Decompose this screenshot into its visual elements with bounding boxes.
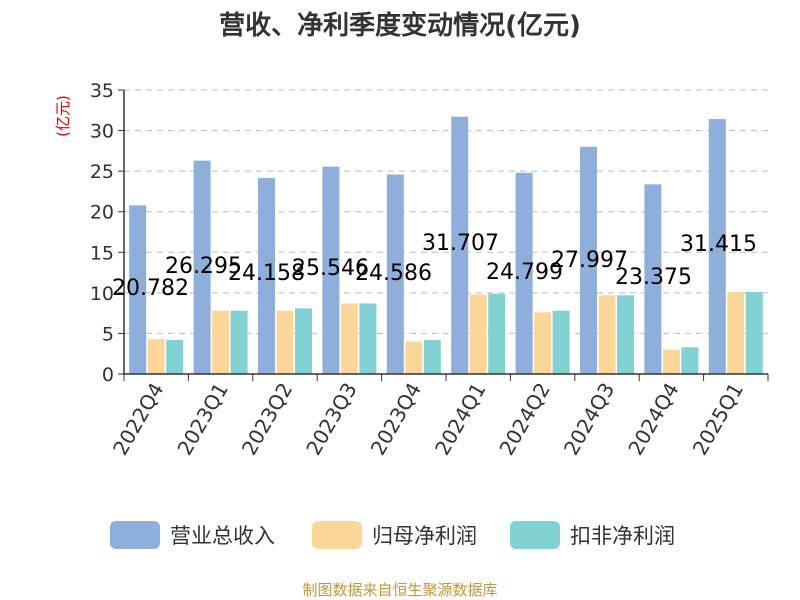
legend-swatch — [510, 521, 560, 549]
bar — [745, 292, 763, 374]
data-label: 24.799 — [486, 260, 563, 285]
bar — [644, 184, 662, 374]
legend-label: 扣非净利润 — [570, 524, 675, 548]
bar — [322, 166, 340, 374]
bar — [580, 146, 597, 374]
chart-title: 营收、净利季度变动情况(亿元) — [219, 10, 581, 41]
bar — [469, 294, 487, 374]
bar — [405, 341, 423, 374]
y-tick-label: 5 — [102, 323, 114, 345]
x-tick-label: 2025Q1 — [688, 379, 748, 460]
bar — [340, 303, 358, 374]
data-label: 31.707 — [422, 231, 499, 256]
bar — [451, 116, 469, 375]
bar — [295, 308, 312, 374]
bar — [617, 295, 634, 374]
x-tick-label: 2023Q1 — [172, 379, 232, 460]
bar — [534, 312, 552, 374]
bar — [258, 177, 275, 374]
x-tick-label: 2023Q2 — [237, 379, 297, 460]
bar — [212, 310, 230, 374]
legend: 营业总收入 归母净利润 扣非净利润 — [110, 521, 675, 549]
y-tick-label: 35 — [90, 80, 114, 102]
bar — [230, 310, 248, 374]
bar — [488, 293, 506, 374]
bar — [727, 292, 745, 374]
x-tick-label: 2024Q1 — [430, 379, 490, 460]
x-tick-label: 2023Q4 — [366, 379, 426, 460]
y-axis-unit-label: (亿元) — [54, 95, 72, 137]
bar — [359, 303, 377, 374]
data-label: 23.375 — [615, 265, 692, 290]
x-tick-label: 2024Q2 — [494, 379, 554, 460]
bar — [598, 295, 616, 374]
legend-swatch — [110, 521, 160, 549]
data-source-note: 制图数据来自恒生聚源数据库 — [302, 581, 497, 599]
gridlines — [124, 89, 768, 334]
legend-label: 归母净利润 — [372, 524, 477, 548]
y-tick-label: 20 — [90, 202, 114, 224]
data-label: 24.586 — [355, 261, 432, 286]
bar — [193, 160, 211, 374]
bar — [662, 349, 680, 374]
x-tick-label: 2023Q3 — [301, 379, 361, 460]
bar — [552, 310, 570, 374]
bar — [129, 205, 147, 374]
legend-label: 营业总收入 — [170, 524, 275, 548]
data-label: 26.295 — [165, 254, 242, 279]
bar — [681, 347, 699, 374]
bar — [147, 339, 165, 374]
bar — [708, 119, 726, 374]
x-tick-label: 2024Q3 — [559, 379, 619, 460]
data-label: 27.997 — [551, 248, 628, 273]
y-tick-label: 30 — [90, 121, 114, 143]
bar — [423, 339, 441, 374]
data-label: 25.546 — [292, 256, 369, 281]
x-tick-label: 2022Q4 — [108, 379, 168, 460]
bars — [129, 116, 763, 375]
legend-swatch — [312, 521, 362, 549]
bar — [276, 310, 294, 374]
data-label: 24.158 — [228, 261, 305, 286]
x-tick-label: 2024Q4 — [623, 379, 683, 460]
y-tick-label: 25 — [90, 161, 114, 183]
bar — [515, 172, 533, 374]
y-tick-label: 10 — [90, 283, 114, 305]
y-tick-label: 0 — [102, 364, 114, 386]
bar — [386, 174, 404, 374]
y-tick-label: 15 — [90, 242, 114, 264]
data-label: 31.415 — [680, 232, 757, 257]
bar — [166, 339, 184, 374]
data-label: 20.782 — [112, 276, 189, 301]
